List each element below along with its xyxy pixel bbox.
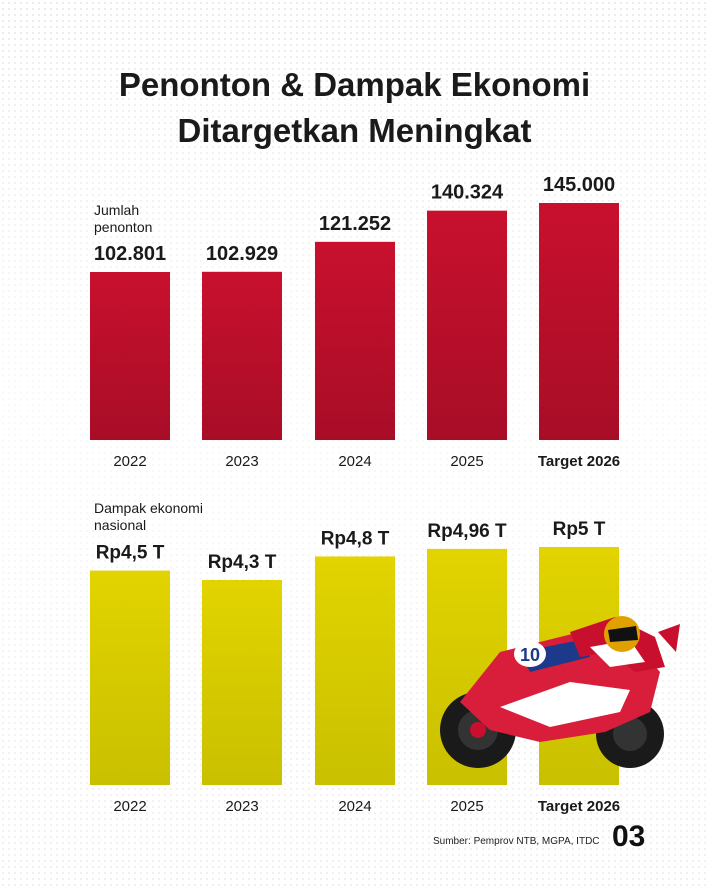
category-label: 2025: [450, 798, 483, 815]
spectators-label-line-1: Jumlah: [94, 202, 140, 218]
title-line-2: Ditargetkan Meningkat: [177, 112, 532, 149]
page-number: 03: [612, 820, 646, 853]
value-label: Rp4,96 T: [427, 521, 507, 542]
category-label: 2023: [225, 798, 258, 815]
economy-label-line-2: nasional: [94, 517, 147, 533]
svg-text:10: 10: [520, 645, 540, 665]
value-label: 102.801: [94, 243, 166, 265]
category-label: 2025: [450, 453, 483, 470]
spectators-label-line-2: penonton: [94, 219, 153, 235]
category-label: 2022: [113, 798, 146, 815]
category-label: 2023: [225, 453, 258, 470]
category-label: Target 2026: [538, 798, 620, 815]
bar-2024: [315, 241, 395, 440]
value-label: 102.929: [206, 243, 278, 265]
bar-2025: [427, 210, 507, 440]
value-label: 145.000: [543, 174, 615, 196]
category-label: 2022: [113, 453, 146, 470]
value-label: 140.324: [431, 182, 504, 204]
source-note: Sumber: Pemprov NTB, MGPA, ITDC: [433, 836, 600, 847]
value-label: 121.252: [319, 213, 391, 235]
bar-2024: [315, 556, 395, 785]
value-label: Rp4,8 T: [321, 528, 390, 549]
spectators-series-label: Jumlah penonton: [94, 202, 244, 236]
title-line-1: Penonton & Dampak Ekonomi: [118, 66, 591, 103]
category-label: Target 2026: [538, 453, 620, 470]
economy-label-line-1: Dampak ekonomi: [94, 500, 203, 516]
bar-2023: [202, 271, 282, 440]
page-title: Penonton & Dampak Ekonomi Ditargetkan Me…: [0, 62, 709, 154]
economy-series-label: Dampak ekonomi nasional: [94, 500, 244, 534]
value-label: Rp4,3 T: [208, 552, 277, 573]
bar-target-2026: [539, 203, 619, 440]
category-label: 2024: [338, 798, 371, 815]
motogp-rider-icon: 10: [440, 616, 680, 768]
value-label: Rp4,5 T: [96, 543, 165, 564]
category-label: 2024: [338, 453, 371, 470]
bar-2022: [90, 272, 170, 440]
bar-2023: [202, 580, 282, 785]
value-label: Rp5 T: [553, 519, 606, 540]
bar-2022: [90, 570, 170, 785]
spectators-bar-chart: 102.801 2022 102.929 2023 121.252 2024 140.324…: [90, 174, 620, 470]
